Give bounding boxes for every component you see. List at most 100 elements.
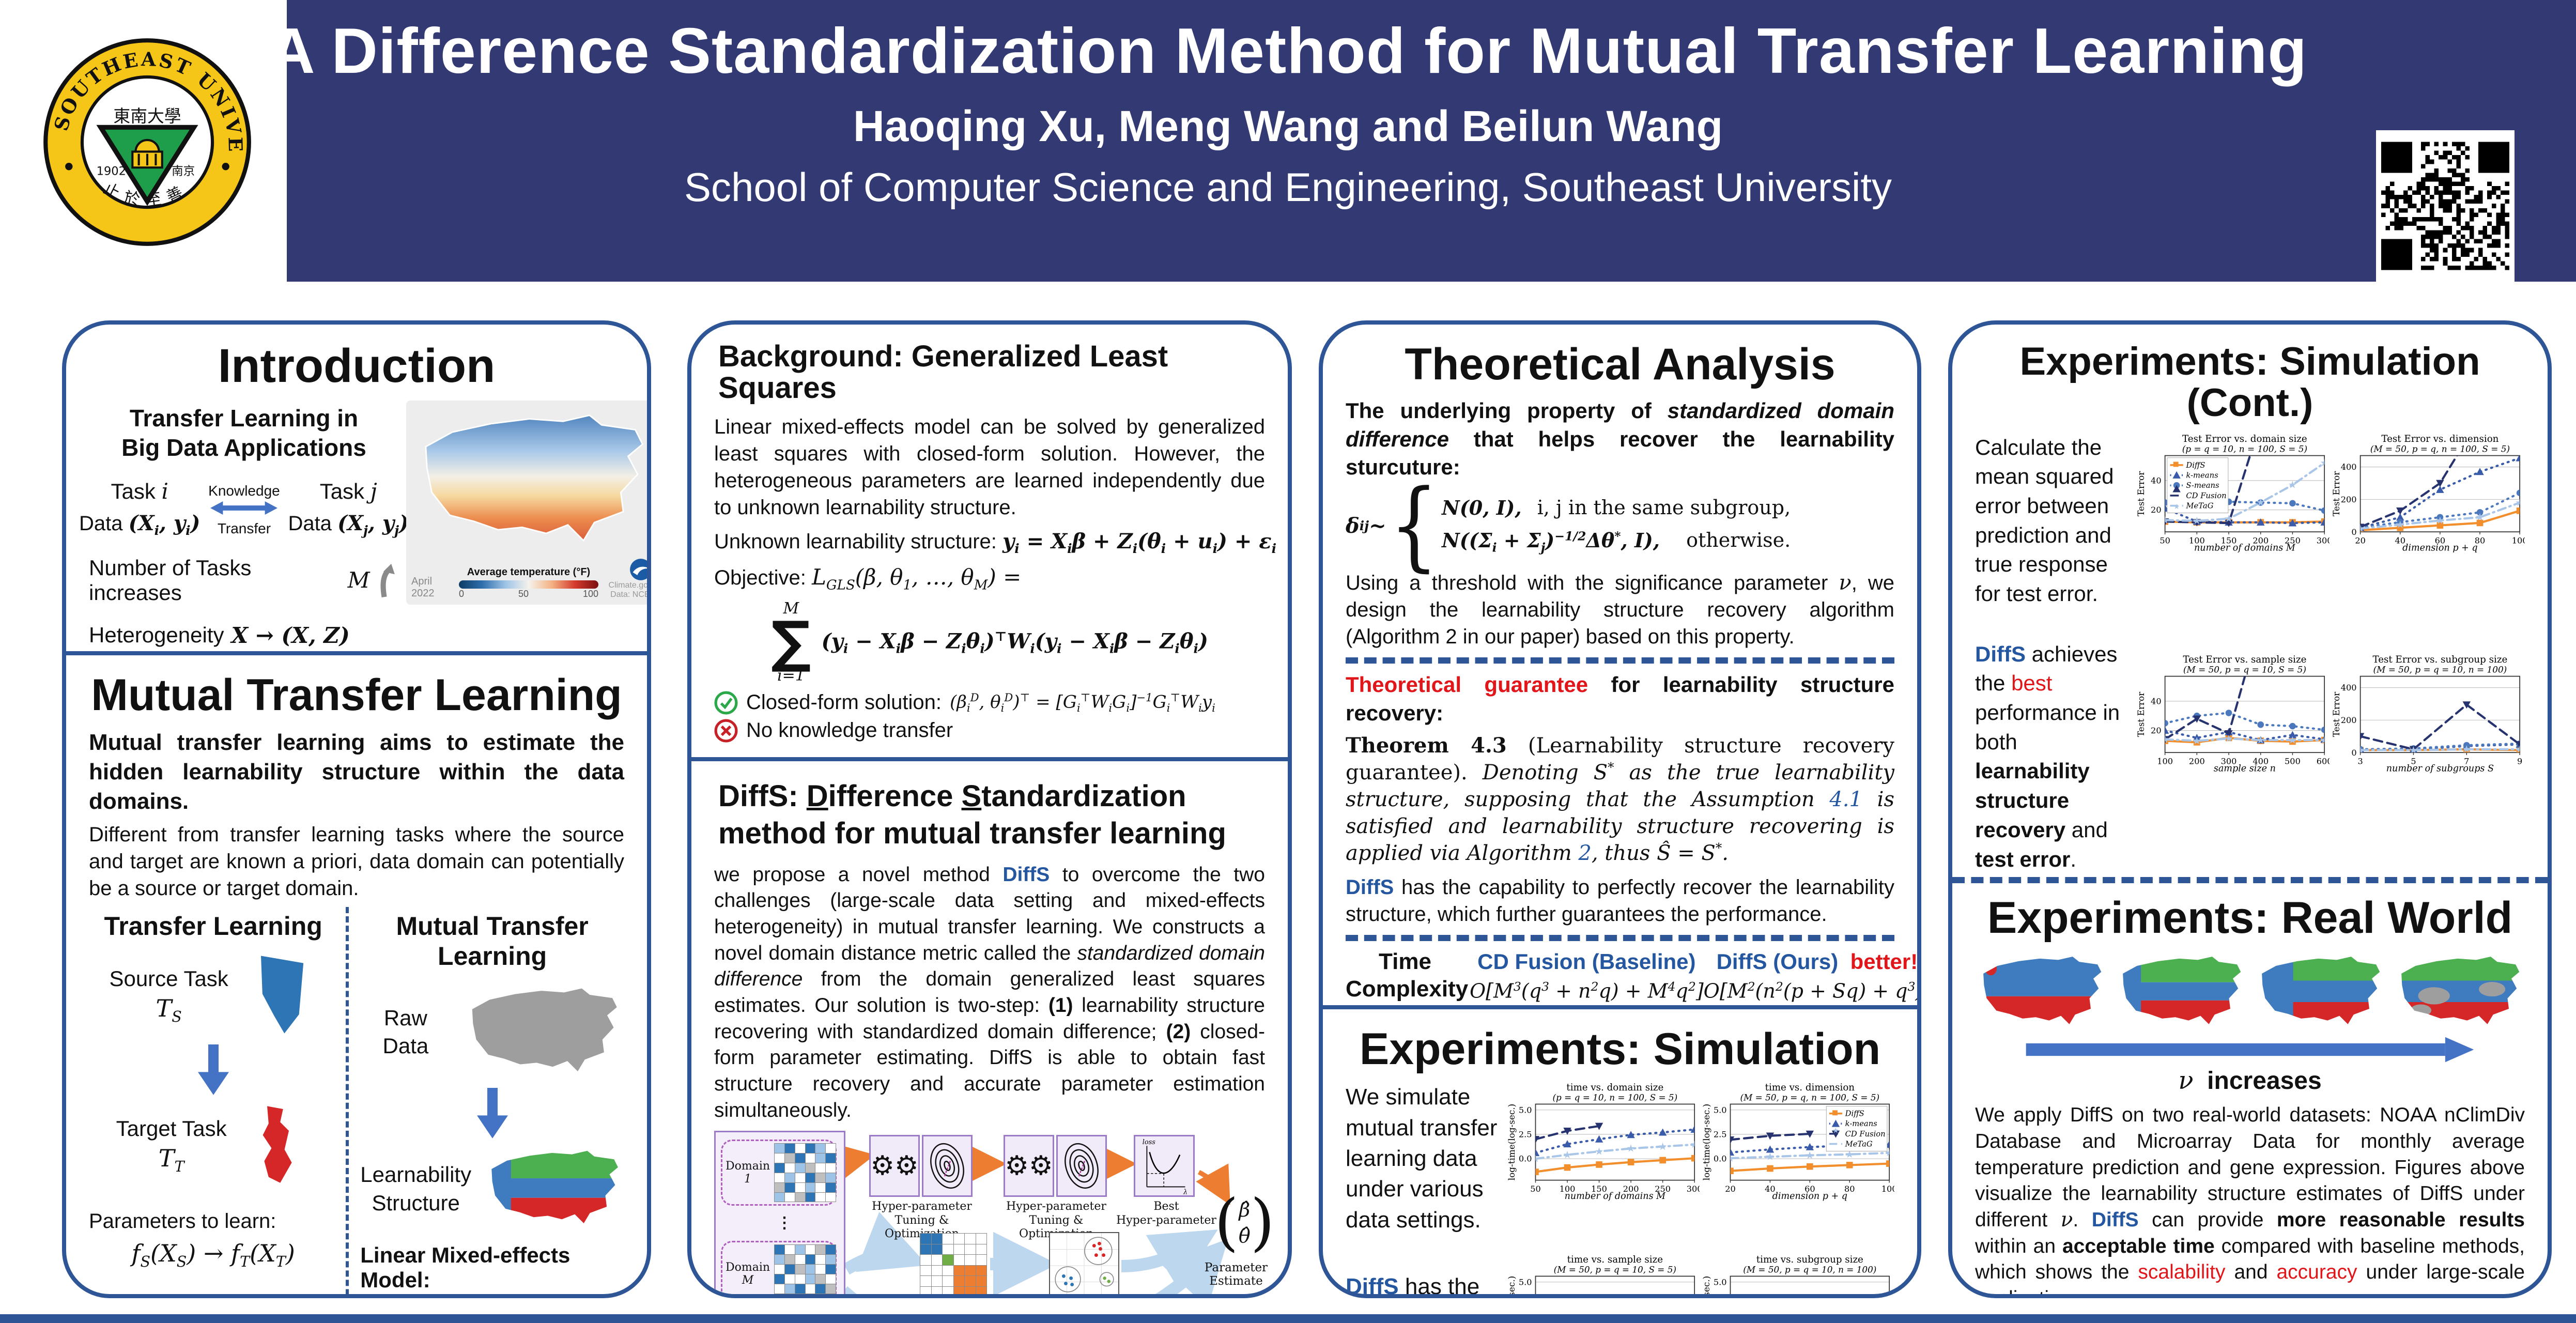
data-j-label: Data (Xj, yj) bbox=[288, 511, 409, 538]
svg-text:7: 7 bbox=[2464, 757, 2469, 766]
target-task-label: Target Task TT bbox=[116, 1116, 227, 1175]
learnability-structure-label: Learnability Structure bbox=[360, 1162, 472, 1215]
noaa-logo-icon bbox=[629, 558, 647, 581]
diffs-flow-diagram: Domain 1 ⋮ Domain M Data (X, Z, y) ⚙⚙ bbox=[714, 1131, 1275, 1294]
svg-text:★: ★ bbox=[1563, 1149, 1572, 1161]
svg-text:★: ★ bbox=[2475, 512, 2485, 523]
domain-m-matrix bbox=[774, 1244, 836, 1294]
svg-text:50: 50 bbox=[1530, 1184, 1541, 1194]
svg-text:5.0: 5.0 bbox=[1714, 1277, 1727, 1287]
svg-text:number of subgroups S: number of subgroups S bbox=[2386, 764, 2494, 774]
svg-text:60: 60 bbox=[1804, 1184, 1815, 1194]
svg-text:0.0: 0.0 bbox=[1519, 1154, 1532, 1164]
data-domains-panel: Domain 1 ⋮ Domain M bbox=[714, 1131, 845, 1294]
svg-text:5: 5 bbox=[2411, 757, 2416, 766]
svg-text:5.0: 5.0 bbox=[1714, 1105, 1727, 1115]
intro-subtitle: Transfer Learning in Big Data Application… bbox=[121, 404, 366, 461]
learnability-map-nu-2 bbox=[2115, 951, 2247, 1034]
map-credit: Climate.gov Data: NCEI bbox=[608, 580, 651, 599]
svg-text:★: ★ bbox=[2193, 735, 2202, 747]
svg-text:250: 250 bbox=[1655, 1184, 1671, 1194]
svg-text:★: ★ bbox=[1845, 1149, 1854, 1160]
chart-time-vs-subgroup-size: time vs. subgroup size (M = 50, p = q = 1… bbox=[1701, 1254, 1894, 1294]
diffs-complexity: O[M2(n2(p + Sq) + q3)] bbox=[1703, 979, 1917, 1003]
svg-text:(M = 50, p = q, n = 100, S = 5: (M = 50, p = q, n = 100, S = 5) bbox=[2370, 443, 2510, 454]
svg-text:400: 400 bbox=[2341, 462, 2357, 472]
simulation-title: Experiments: Simulation bbox=[1359, 1024, 1881, 1074]
svg-text:★: ★ bbox=[2288, 479, 2297, 490]
svg-text:★: ★ bbox=[2256, 735, 2265, 746]
domain-m-box: Domain M bbox=[721, 1241, 837, 1294]
divider bbox=[1323, 1005, 1917, 1009]
svg-text:time vs. domain size: time vs. domain size bbox=[1566, 1082, 1663, 1093]
divider bbox=[66, 651, 647, 655]
chart-time-vs-dimension: time vs. dimension (M = 50, p = q, n = 10… bbox=[1701, 1082, 1894, 1253]
svg-text:★: ★ bbox=[1832, 1126, 1839, 1134]
mtl-heading: Mutual Transfer Learning bbox=[396, 912, 589, 971]
best-hyperparameter-label: Best Hyper-parameter bbox=[1116, 1200, 1216, 1227]
svg-text:time vs. dimension: time vs. dimension bbox=[1765, 1082, 1855, 1093]
left-params-label: Parameters to learn: bbox=[89, 1210, 276, 1233]
svg-text:★: ★ bbox=[2409, 745, 2418, 756]
svg-text:k-means: k-means bbox=[1845, 1119, 1877, 1128]
tasks-increase-line: Number of Tasks increases M bbox=[89, 556, 399, 605]
check-icon bbox=[714, 691, 738, 715]
parameter-estimate-vector: ( β̂ θ̂ ) bbox=[1214, 1187, 1275, 1259]
svg-text:★: ★ bbox=[2462, 744, 2472, 756]
svg-text:200: 200 bbox=[2253, 535, 2269, 545]
svg-text:60: 60 bbox=[2435, 535, 2446, 545]
learnability-map-nu-3 bbox=[2254, 951, 2386, 1034]
knowledge-label: Knowledge bbox=[208, 482, 280, 499]
svg-text:2.5: 2.5 bbox=[1714, 1130, 1727, 1140]
svg-text:★: ★ bbox=[2161, 514, 2170, 526]
svg-text:100: 100 bbox=[2189, 535, 2205, 545]
colorbar-ticks: 0 50 100 bbox=[459, 588, 598, 599]
svg-text:★: ★ bbox=[2356, 523, 2365, 534]
real-world-paragraph: We apply DiffS on two real-world dataset… bbox=[1975, 1104, 2525, 1294]
tuning-box-2: ⚙⚙ bbox=[1004, 1135, 1107, 1197]
guarantee-heading: Theoretical guarantee for learnability s… bbox=[1346, 672, 1894, 725]
contour-icon bbox=[1065, 1143, 1099, 1189]
svg-text:300: 300 bbox=[2221, 757, 2237, 766]
svg-text:S-means: S-means bbox=[2186, 481, 2219, 490]
simulation-paragraph-2: DiffS has the fastest estimation speed a… bbox=[1346, 1274, 1480, 1298]
svg-text:★: ★ bbox=[2161, 734, 2170, 745]
svg-text:300: 300 bbox=[2317, 535, 2330, 545]
svg-text:200: 200 bbox=[2341, 495, 2357, 504]
time-complexity-table: Time Complexity CD Fusion (Baseline) Diff… bbox=[1346, 948, 1917, 1003]
svg-text:2.5: 2.5 bbox=[1519, 1130, 1532, 1140]
svg-text:100: 100 bbox=[1560, 1184, 1576, 1194]
svg-text:100: 100 bbox=[2512, 535, 2525, 545]
svg-text:dimension p + q: dimension p + q bbox=[2402, 543, 2478, 552]
svg-text:CD Fusion: CD Fusion bbox=[1845, 1130, 1886, 1139]
left-params-formula: fS(XS) → fT(XT) bbox=[131, 1239, 295, 1271]
raw-data-label: Raw Data bbox=[382, 1005, 429, 1058]
task-i-label: Task i bbox=[111, 478, 168, 504]
gls-objective-formula: M ∑ i=1 (yi − Xiβ − Ziθi)⊤Wi(yi − Xiβ − … bbox=[771, 599, 1208, 685]
dashed-divider bbox=[1952, 877, 2548, 884]
svg-text:(M = 50, p = q = 10, S = 5): (M = 50, p = q = 10, S = 5) bbox=[1554, 1265, 1676, 1275]
closed-form-row: Closed-form solution: (βiD, θiD)⊤ = [Gi⊤… bbox=[714, 691, 1265, 715]
chart-testerror-vs-subgroup-size: Test Error vs. subgroup size (M = 50, p =… bbox=[2331, 654, 2525, 874]
theorem-4-3: Theorem 4.3 (Learnability structure reco… bbox=[1346, 733, 1895, 866]
svg-text:MeTaG: MeTaG bbox=[1845, 1140, 1873, 1149]
target-state-shape bbox=[263, 1106, 292, 1183]
svg-text:number of domains M: number of domains M bbox=[2194, 543, 2296, 552]
svg-text:200: 200 bbox=[2341, 715, 2357, 725]
time-charts-grid: time vs. domain size (p = q = 10, n = 100… bbox=[1506, 1082, 1894, 1298]
objective-line: Objective: LGLS(β, θ1, …, θM) = bbox=[714, 564, 1022, 593]
footer-bar bbox=[0, 1314, 2576, 1323]
source-task-label: Source Task TS bbox=[109, 966, 228, 1025]
svg-text:Test Error: Test Error bbox=[2136, 691, 2146, 737]
svg-text:★: ★ bbox=[2173, 502, 2180, 510]
svg-text:★: ★ bbox=[1806, 1150, 1815, 1161]
svg-text:200: 200 bbox=[1623, 1184, 1639, 1194]
background-title: Background: Generalized Least Squares bbox=[718, 340, 1168, 405]
learnability-map-nu-1 bbox=[1975, 951, 2107, 1034]
svg-text:20: 20 bbox=[2355, 535, 2366, 545]
svg-text:time vs. sample size: time vs. sample size bbox=[1567, 1254, 1663, 1265]
svg-text:(M = 50, p = q = 10, n = 100): (M = 50, p = q = 10, n = 100) bbox=[1743, 1265, 1876, 1275]
svg-text:number of domains M: number of domains M bbox=[1565, 1191, 1667, 1201]
svg-text:log-time(log-sec.): log-time(log-sec.) bbox=[1506, 1276, 1517, 1298]
